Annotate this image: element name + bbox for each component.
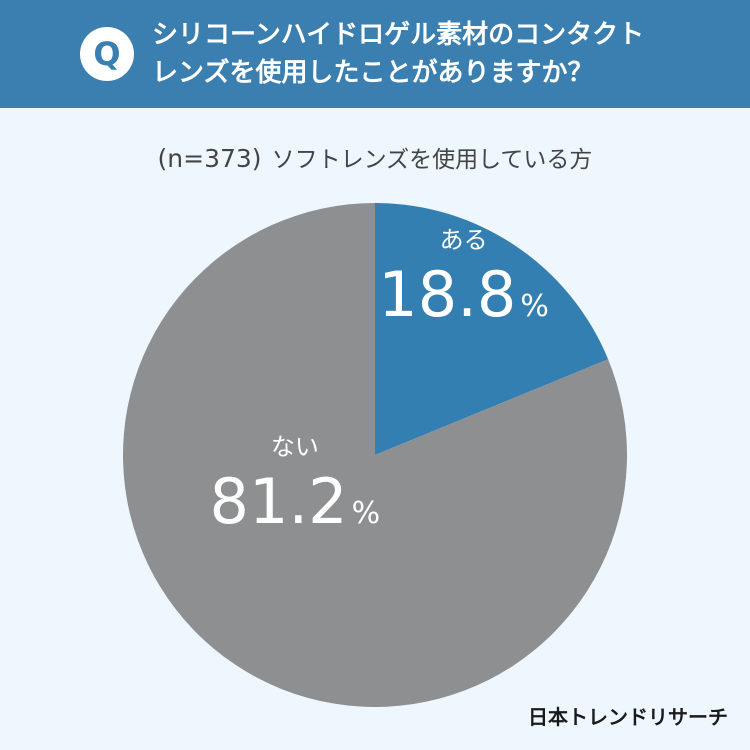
brand-logo: 日本トレンドリサーチ [528,705,728,729]
question-text: シリコーンハイドロゲル素材のコンタクト レンズを使用したことがありますか？ [152,16,712,92]
slice-label-nai: ない [271,433,319,461]
question-line-1: シリコーンハイドロゲル素材のコンタクト [152,20,645,50]
sample-group: ソフトレンズを使用している方 [271,147,593,173]
sample-description: (n=373) ソフトレンズを使用している方 [0,140,750,174]
slice-value-aru: 18.8% [378,258,549,331]
slice-value-nai: 81.2% [210,465,381,538]
question-header: Q シリコーンハイドロゲル素材のコンタクト レンズを使用したことがありますか？ [0,0,750,108]
question-badge: Q [80,27,134,81]
slice-label-aru: ある [440,226,488,254]
question-line-2: レンズを使用したことがありますか？ [152,58,594,88]
pie-slice-aru [375,203,609,455]
pie-slice-nai [123,203,628,707]
sample-size: (n=373) [157,144,262,173]
